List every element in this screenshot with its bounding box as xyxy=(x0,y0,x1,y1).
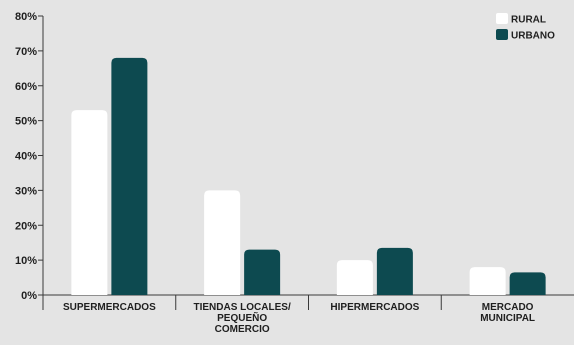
legend-swatch-rural xyxy=(496,13,508,24)
bar-urbano-2 xyxy=(376,247,413,295)
x-category-label: MERCADO MUNICIPAL xyxy=(480,302,535,324)
y-tick-label: 40% xyxy=(15,151,37,163)
legend: RURAL URBANO xyxy=(496,13,555,42)
x-category-label: HIPERMERCADOS xyxy=(330,302,419,313)
x-axis: SUPERMERCADOS TIENDAS LOCALES/PEQUEÑO COME… xyxy=(43,294,574,335)
y-tick-label: 0% xyxy=(21,290,37,302)
bar-rural-1 xyxy=(204,190,241,295)
bar-urbano-0 xyxy=(111,57,148,295)
bars-group xyxy=(71,57,546,295)
legend-swatch-urbano xyxy=(496,29,508,40)
y-tick-label: 10% xyxy=(15,255,37,267)
bar-urbano-3 xyxy=(509,272,546,295)
y-tick-label: 30% xyxy=(15,185,37,197)
y-tick-label: 70% xyxy=(15,46,37,58)
y-tick-label: 20% xyxy=(15,220,37,232)
bar-rural-2 xyxy=(336,260,373,295)
legend-label-rural: RURAL xyxy=(511,15,546,26)
legend-label-urbano: URBANO xyxy=(511,31,555,42)
bar-rural-3 xyxy=(469,267,506,295)
y-tick-label: 80% xyxy=(15,11,37,23)
bar-rural-0 xyxy=(71,110,108,295)
bar-urbano-1 xyxy=(244,249,281,295)
y-tick-label: 50% xyxy=(15,116,37,128)
y-tick-label: 60% xyxy=(15,81,37,93)
x-category-label: SUPERMERCADOS xyxy=(63,302,156,313)
x-category-label: TIENDAS LOCALES/PEQUEÑO COMERCIO xyxy=(194,302,291,335)
y-axis: 0% 10% 20% 30% 40% 50% 60% 70% 80% xyxy=(15,11,44,310)
